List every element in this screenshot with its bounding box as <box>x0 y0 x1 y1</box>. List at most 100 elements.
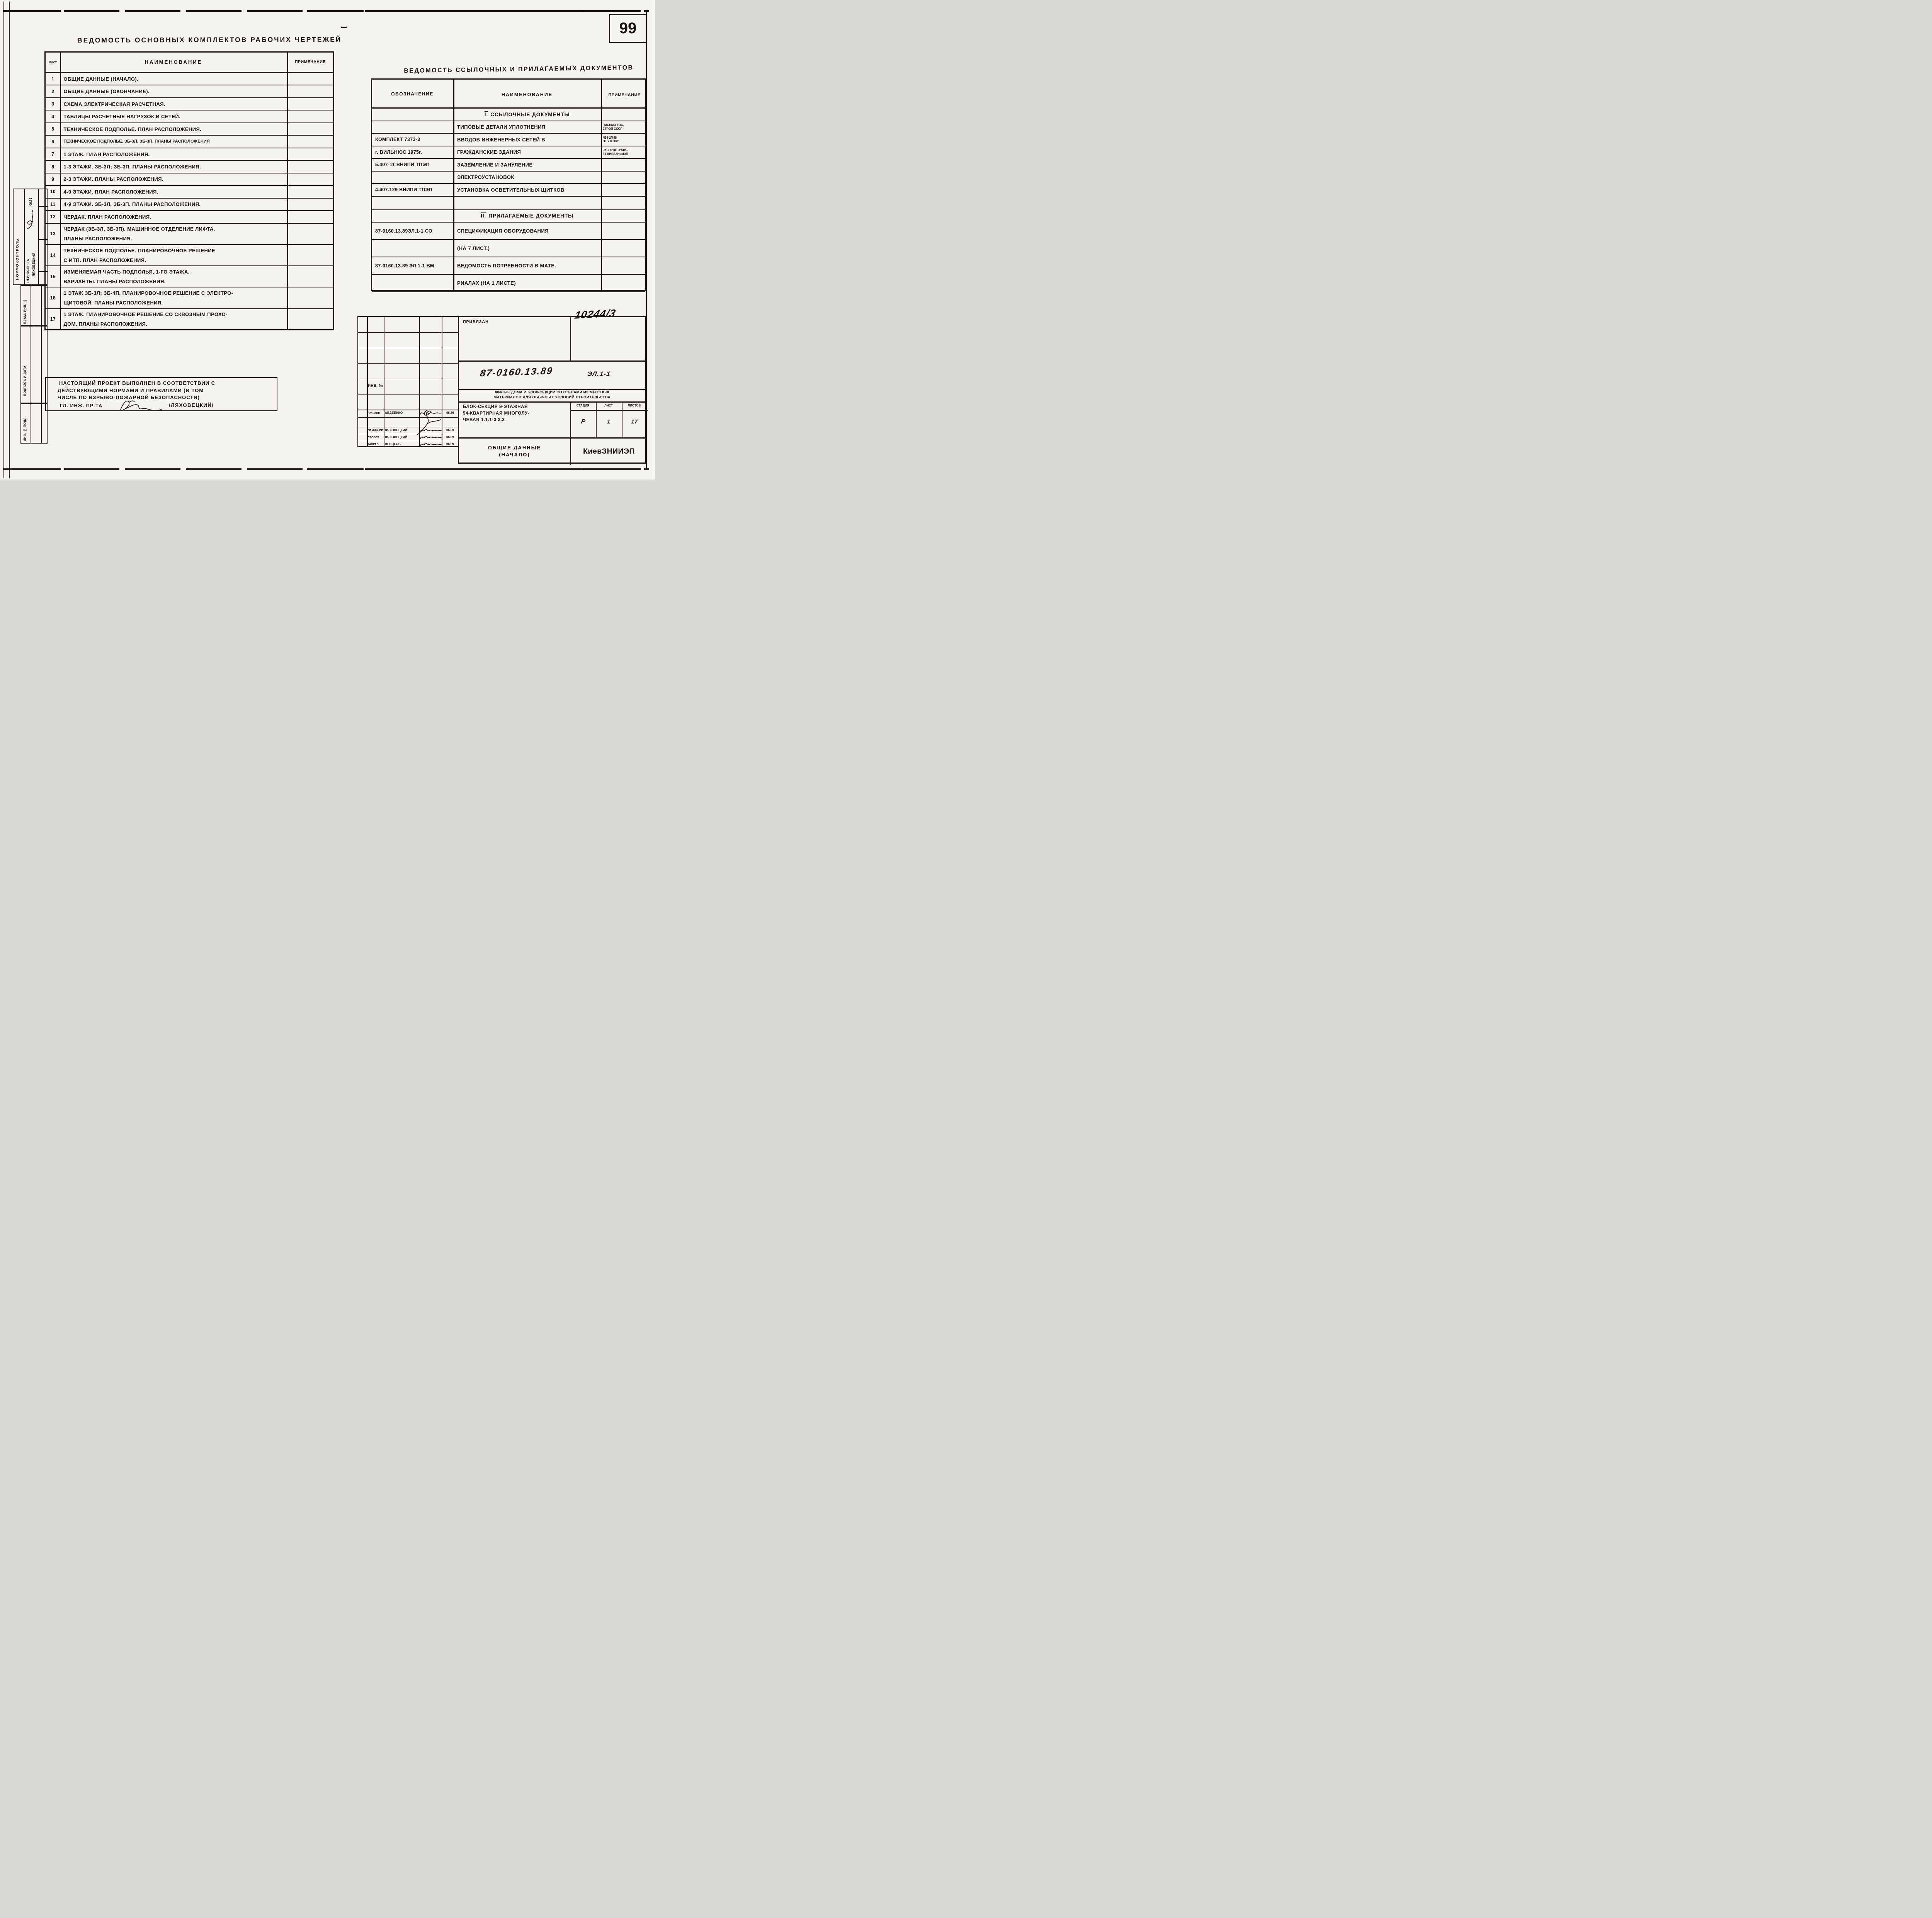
row-number: 15 <box>50 274 56 279</box>
sidebar-chief-name: ЛЯХОВЕЦКИЙ <box>32 252 36 276</box>
object-line-2: 54-КВАРТИРНАЯ МНОГОЛУ- <box>463 411 530 416</box>
row-name-line: ТАБЛИЦЫ РАСЧЕТНЫЕ НАГРУЗОК И СЕТЕЙ. <box>63 114 181 120</box>
row-note <box>286 224 333 244</box>
grid-hline <box>358 434 458 435</box>
compliance-note-box: НАСТОЯЩИЙ ПРОЕКТ ВЫПОЛНЕН В СООТВЕТСТВИИ… <box>45 377 277 411</box>
grid-vline <box>367 316 368 446</box>
object-line-3: ЧЕВАЯ 1.1.1-3.3.3 <box>463 417 505 422</box>
sidebar-chief-role: ГЛ.ИНЖ.ПР-ТА <box>26 258 30 283</box>
table-row: 10 4-9 ЭТАЖИ. ПЛАН РАСПОЛОЖЕНИЯ. <box>46 186 333 199</box>
row-note-line: ОТ 7.03.80г. <box>602 139 620 143</box>
row-name-line: ОБЩИЕ ДАННЫЕ (ОКОНЧАНИЕ). <box>63 88 150 95</box>
row-name-line: ПЛАНЫ РАСПОЛОЖЕНИЯ. <box>63 236 132 242</box>
row-name: 1 ЭТАЖ. ПЛАНИРОВОЧНОЕ РЕШЕНИЕ СО СКВОЗНЫ… <box>60 309 286 330</box>
series-title-line2: МАТЕРИАЛОВ ДЛЯ ОБЫЧНЫХ УСЛОВИЙ СТРОИТЕЛЬ… <box>493 395 611 400</box>
row-name: (НА 7 ЛИСТ.) <box>457 245 490 251</box>
row-number: 10 <box>50 189 56 195</box>
header-sheet: ЛИСТ <box>49 61 57 64</box>
row-note <box>286 309 333 330</box>
stamp-hline-4 <box>459 437 645 439</box>
grid-hline <box>358 394 458 395</box>
row-name-line: 1 ЭТАЖ. ПЛАН РАСПОЛОЖЕНИЯ. <box>63 151 150 157</box>
row-name: УСТАНОВКА ОСВЕТИТЕЛЬНЫХ ЩИТКОВ <box>457 187 565 193</box>
sheet-header: ЛИСТ <box>604 403 613 407</box>
row-name: ЗАЗЕМЛЕНИЕ И ЗАНУЛЕНИЕ <box>457 162 533 168</box>
signature-date: 06.89 <box>446 442 454 446</box>
table-row: ЭЛЕКТРОУСТАНОВОК <box>372 172 645 184</box>
row-number: 5 <box>51 126 54 132</box>
section-title: I. ССЫЛОЧНЫЕ ДОКУМЕНТЫ <box>453 109 601 121</box>
note-signer-label: ГЛ. ИНЖ. ПР-ТА <box>60 403 103 408</box>
row-designation <box>372 172 453 184</box>
row-note <box>286 186 333 197</box>
left-edge-line-inner <box>9 2 10 478</box>
row-designation <box>372 109 453 121</box>
row-name-line: 1 ЭТАЖ. ПЛАНИРОВОЧНОЕ РЕШЕНИЕ СО СКВОЗНЫ… <box>63 311 228 318</box>
row-name: 1 ЭТАЖ. ПЛАН РАСПОЛОЖЕНИЯ. <box>60 148 286 160</box>
row-designation: 4.407.129 ВНИПИ ТПЭП <box>375 187 433 193</box>
inventory-number-label: ИНВ. № <box>368 383 383 388</box>
row-name: ИЗМЕНЯЕМАЯ ЧАСТЬ ПОДПОЛЬЯ, 1-ГО ЭТАЖА. ВА… <box>60 266 286 287</box>
signature <box>420 428 442 432</box>
row-number: 13 <box>50 231 56 237</box>
grid-hline <box>358 347 458 349</box>
signature-name: ВЕНЦЕЛЬ <box>385 442 401 446</box>
sidebar-hline <box>38 206 48 207</box>
row-name: ЧЕРДАК (ЗБ-3Л, ЗБ-3П). МАШИННОЕ ОТДЕЛЕНИ… <box>60 224 286 244</box>
signature-name: ЛЯХОВЕЦКИЙ <box>385 435 408 439</box>
header-name: НАИМЕНОВАНИЕ <box>501 92 553 97</box>
row-note <box>286 211 333 223</box>
table-row: 15 ИЗМЕНЯЕМАЯ ЧАСТЬ ПОДПОЛЬЯ, 1-ГО ЭТАЖА.… <box>46 266 333 288</box>
row-designation: 87-0160.13.89 ЭЛ.1-1 ВМ <box>375 263 434 269</box>
table-row: КОМПЛЕКТ 7373-3 ВВОДОВ ИНЖЕНЕРНЫХ СЕТЕЙ В… <box>372 134 645 146</box>
row-name-line: 1 ЭТАЖ ЗБ-3Л; ЗБ-4П. ПЛАНИРОВОЧНОЕ РЕШЕН… <box>63 290 233 296</box>
row-name-line: С ИТП. ПЛАН РАСПОЛОЖЕНИЯ. <box>63 257 146 263</box>
signature-role: НАЧ.АПМ <box>367 411 381 415</box>
row-designation: КОМПЛЕКТ 7373-3 <box>375 137 420 143</box>
row-note <box>286 136 333 147</box>
row-name: ГРАЖДАНСКИЕ ЗДАНИЯ <box>457 149 521 155</box>
row-number: 14 <box>50 252 56 258</box>
row-note <box>286 161 333 172</box>
table-row: ТИПОВЫЕ ДЕТАЛИ УПЛОТНЕНИЯ ПИСЬМО ГОС- СТРО… <box>372 121 645 134</box>
row-note <box>286 85 333 97</box>
row-designation: г. ВИЛЬНЮС 1975г. <box>375 149 422 155</box>
attached-label: ПРИВЯЗАН <box>463 319 489 324</box>
sheets-value: 17 <box>631 418 638 425</box>
row-number: 7 <box>51 151 54 157</box>
row-note <box>286 199 333 210</box>
row-name: ОБЩИЕ ДАННЫЕ (НАЧАЛО). <box>60 73 286 85</box>
drawing-sheet: 99 ВЕДОМОСТЬ ОСНОВНЫХ КОМПЛЕКТОВ РАБОЧИХ… <box>0 0 655 480</box>
table-row: 6 ТЕХНИЧЕСКОЕ ПОДПОЛЬЕ. ЗБ-3Л, ЗБ-3П. ПЛА… <box>46 136 333 148</box>
left-edge-line-outer <box>3 2 4 478</box>
row-note <box>286 123 333 135</box>
row-name: ТЕХНИЧЕСКОЕ ПОДПОЛЬЕ. ЗБ-3Л, ЗБ-3П. ПЛАН… <box>60 136 286 147</box>
sheets-header: ЛИСТОВ <box>628 403 641 407</box>
row-number: 11 <box>50 201 56 207</box>
scan-artifact-dash <box>341 27 347 28</box>
row-note <box>601 210 646 222</box>
row-designation <box>372 197 453 209</box>
chief-engineer-signature <box>120 400 162 411</box>
table-row: 9 2-3 ЭТАЖИ. ПЛАНЫ РАСПОЛОЖЕНИЯ. <box>46 173 333 186</box>
row-note <box>286 148 333 160</box>
section-numeral: I. <box>484 111 488 117</box>
table-row: 87-0160.13.89 ЭЛ.1-1 ВМ ВЕДОМОСТЬ ПОТРЕБН… <box>372 257 645 275</box>
row-name-line: 1-3 ЭТАЖИ. ЗБ-3Л; ЗБ-3П. ПЛАНЫ РАСПОЛОЖЕ… <box>63 164 201 170</box>
row-name-line: ИЗМЕНЯЕМАЯ ЧАСТЬ ПОДПОЛЬЯ, 1-ГО ЭТАЖА. <box>63 269 190 275</box>
row-note <box>286 111 333 122</box>
row-note: РАСПРОСТРАНЯ- ЕТ КИЕВЗНИИЭП <box>601 146 646 158</box>
sidebar-podpis-block: ПОДПИСЬ И ДАТА <box>20 325 48 403</box>
note-line-3: ЧИСЛЕ ПО ВЗРЫВО-ПОЖАРНОЙ БЕЗОПАСНОСТИ) <box>58 394 200 400</box>
signature <box>420 435 442 439</box>
main-table-rows: 1 ОБЩИЕ ДАННЫЕ (НАЧАЛО). 2 ОБЩИЕ ДАННЫЕ (ОК… <box>46 73 333 330</box>
stamp-hline-3 <box>459 401 645 403</box>
row-name-line: СХЕМА ЭЛЕКТРИЧЕСКАЯ РАСЧЕТНАЯ. <box>63 101 165 107</box>
vzam-label: ВЗАМ. ИНВ. № <box>23 299 27 324</box>
row-note-line: ПИСЬМО ГОС- <box>602 123 624 127</box>
row-number: 4 <box>51 114 54 119</box>
row-name: ЧЕРДАК. ПЛАН РАСПОЛОЖЕНИЯ. <box>60 211 286 223</box>
section-title-row: II. ПРИЛАГАЕМЫЕ ДОКУМЕНТЫ <box>372 210 645 223</box>
empty-row <box>372 197 645 210</box>
row-name: 1-3 ЭТАЖИ. ЗБ-3Л; ЗБ-3П. ПЛАНЫ РАСПОЛОЖЕ… <box>60 161 286 172</box>
